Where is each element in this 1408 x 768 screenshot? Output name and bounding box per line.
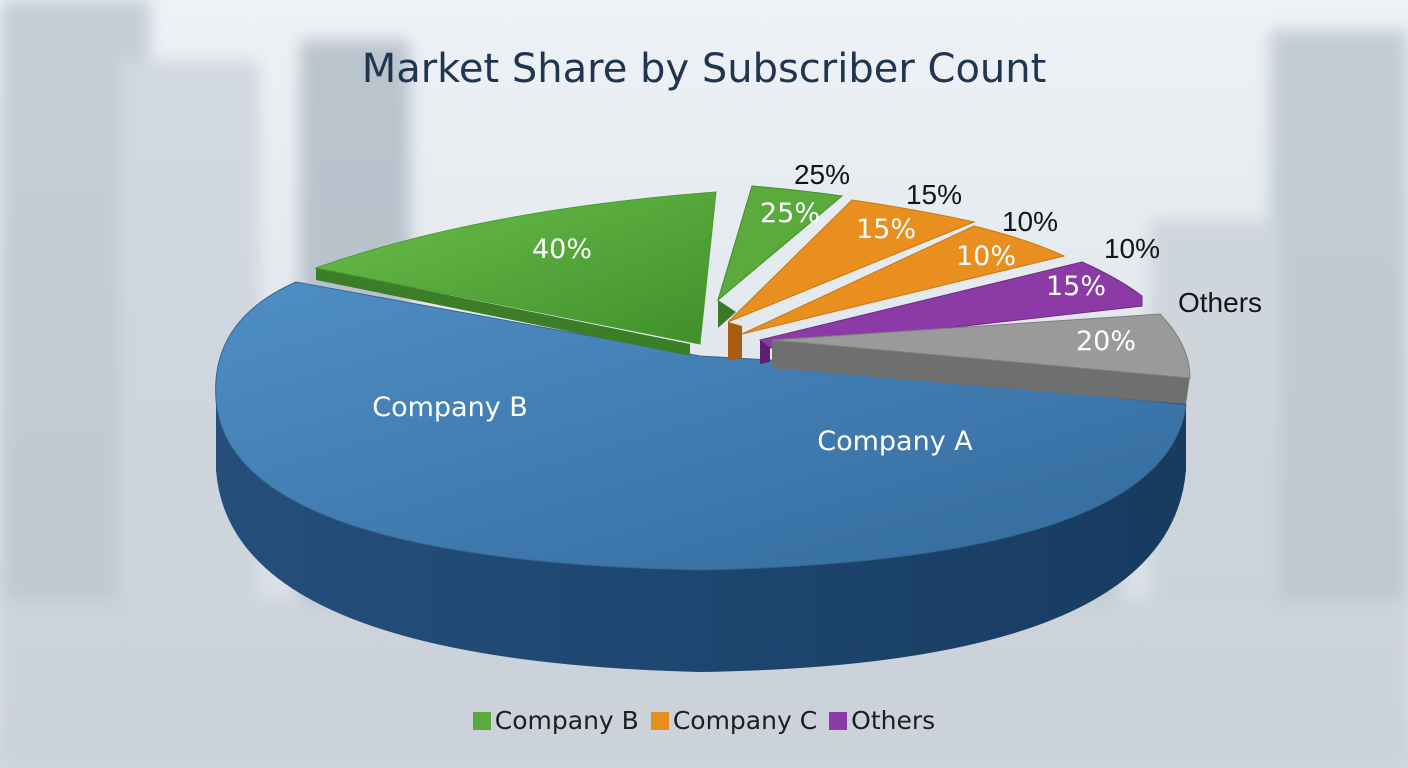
legend-label: Others — [851, 706, 936, 735]
legend-swatch — [829, 711, 848, 730]
legend-item: Company B — [472, 706, 639, 735]
slice-orange-1 — [727, 199, 976, 323]
legend-item: Company C — [650, 706, 818, 735]
legend-label: Company C — [672, 706, 818, 735]
legend-label: Company B — [494, 706, 639, 735]
slice-purple — [758, 261, 1143, 349]
legend-swatch — [650, 711, 669, 730]
outer-label: Others — [1178, 287, 1262, 318]
slice-label: 40% — [532, 234, 592, 265]
slice-side-gray — [772, 340, 1190, 404]
outer-label: 15% — [906, 179, 962, 210]
legend-item: Others — [829, 706, 935, 735]
slice-gray — [771, 313, 1191, 379]
slice-label: 15% — [856, 214, 916, 245]
slice-side-green-small — [718, 300, 736, 328]
slice-label-company-a: Company A — [817, 426, 973, 457]
slice-label: 15% — [1046, 271, 1106, 302]
slice-label: 25% — [760, 198, 820, 229]
legend-swatch — [472, 711, 491, 730]
slice-label-company-b: Company B — [372, 392, 528, 423]
slice-side-green-large — [316, 268, 690, 356]
slice-side-orange — [728, 322, 742, 360]
outer-label: 25% — [794, 159, 850, 190]
chart-title: Market Share by Subscriber Count — [361, 46, 1047, 92]
slice-label: 10% — [956, 241, 1016, 272]
slice-blue — [215, 281, 1187, 571]
slice-green-large — [314, 191, 717, 345]
legend: Company B Company C Others — [0, 706, 1408, 735]
outer-label: 10% — [1002, 206, 1058, 237]
slice-green-small — [717, 185, 844, 302]
outer-label: 10% — [1104, 233, 1160, 264]
slice-label: 20% — [1076, 326, 1136, 357]
slice-orange-2 — [741, 225, 1066, 335]
